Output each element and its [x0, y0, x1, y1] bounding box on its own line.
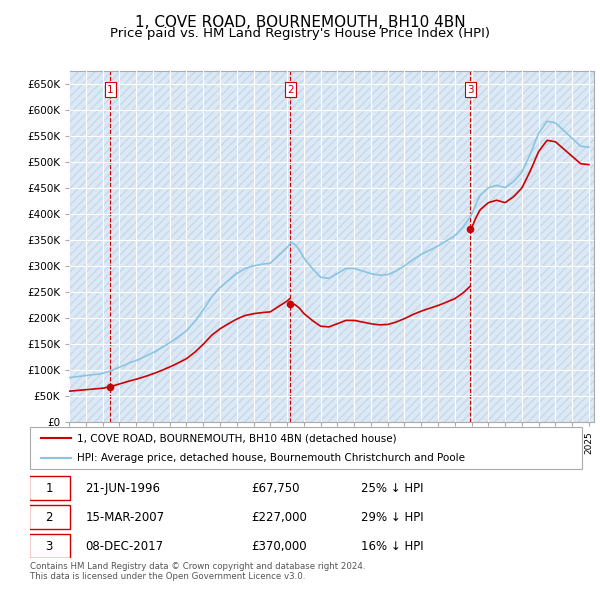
Text: Price paid vs. HM Land Registry's House Price Index (HPI): Price paid vs. HM Land Registry's House … — [110, 27, 490, 40]
Text: £370,000: £370,000 — [251, 540, 307, 553]
FancyBboxPatch shape — [29, 535, 70, 558]
Text: 08-DEC-2017: 08-DEC-2017 — [85, 540, 163, 553]
Text: Contains HM Land Registry data © Crown copyright and database right 2024.
This d: Contains HM Land Registry data © Crown c… — [30, 562, 365, 581]
Point — [106, 382, 115, 391]
Point — [286, 299, 295, 309]
Text: 1, COVE ROAD, BOURNEMOUTH, BH10 4BN (detached house): 1, COVE ROAD, BOURNEMOUTH, BH10 4BN (det… — [77, 434, 397, 444]
FancyBboxPatch shape — [29, 506, 70, 529]
Text: 2: 2 — [287, 85, 294, 95]
Text: 1: 1 — [107, 85, 114, 95]
Text: 1, COVE ROAD, BOURNEMOUTH, BH10 4BN: 1, COVE ROAD, BOURNEMOUTH, BH10 4BN — [134, 15, 466, 30]
Text: 3: 3 — [46, 540, 53, 553]
Text: 3: 3 — [467, 85, 474, 95]
Text: HPI: Average price, detached house, Bournemouth Christchurch and Poole: HPI: Average price, detached house, Bour… — [77, 453, 465, 463]
FancyBboxPatch shape — [29, 476, 70, 500]
Text: 1: 1 — [46, 482, 53, 495]
Text: 2: 2 — [46, 511, 53, 524]
Point — [466, 225, 475, 234]
Text: 16% ↓ HPI: 16% ↓ HPI — [361, 540, 424, 553]
Text: 29% ↓ HPI: 29% ↓ HPI — [361, 511, 424, 524]
FancyBboxPatch shape — [30, 427, 582, 469]
Text: 15-MAR-2007: 15-MAR-2007 — [85, 511, 164, 524]
Text: £67,750: £67,750 — [251, 482, 299, 495]
Text: £227,000: £227,000 — [251, 511, 307, 524]
Text: 25% ↓ HPI: 25% ↓ HPI — [361, 482, 424, 495]
Text: 21-JUN-1996: 21-JUN-1996 — [85, 482, 160, 495]
